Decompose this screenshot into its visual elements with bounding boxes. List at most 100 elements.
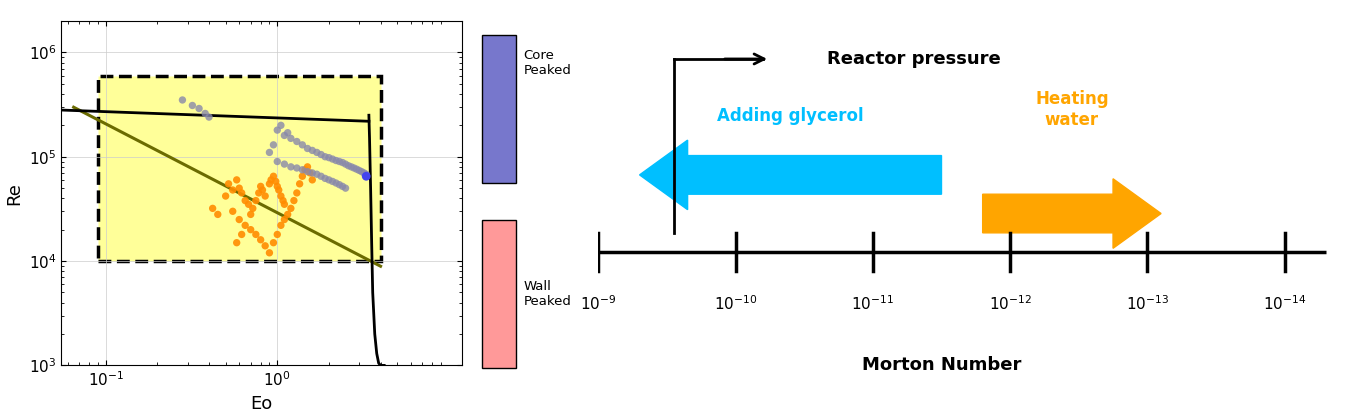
Point [343, 165, 364, 171]
Point [322, 156, 344, 163]
Point [288, 181, 310, 187]
Point [348, 167, 370, 174]
Text: Morton Number: Morton Number [862, 357, 1021, 375]
Point [265, 178, 287, 185]
FancyArrow shape [639, 140, 941, 210]
Point [234, 222, 256, 229]
Point [239, 226, 261, 233]
Bar [98, 76, 381, 261]
Point [258, 181, 280, 187]
Point [268, 186, 290, 193]
Point [258, 149, 280, 156]
Point [355, 173, 377, 180]
Point [318, 154, 340, 161]
Point [207, 211, 228, 218]
Point [262, 142, 284, 148]
Point [283, 197, 305, 204]
Point [226, 176, 248, 183]
Point [318, 176, 340, 183]
Point [329, 181, 351, 188]
Point [294, 166, 316, 173]
Point [248, 189, 269, 196]
Point [231, 231, 253, 238]
Point [355, 171, 377, 178]
X-axis label: Eo: Eo [250, 394, 273, 412]
Point [238, 201, 260, 207]
Point [260, 176, 282, 183]
Point [310, 173, 332, 180]
Point [306, 171, 328, 178]
Text: Heating
water: Heating water [1035, 90, 1108, 129]
Point [340, 163, 362, 170]
Point [277, 211, 299, 218]
Point [314, 153, 336, 160]
Point [254, 193, 276, 199]
Point [354, 170, 375, 176]
Bar [483, 220, 517, 368]
Point [291, 166, 313, 173]
Point [234, 197, 256, 204]
Point [302, 170, 324, 176]
Point [228, 185, 250, 192]
Point [271, 193, 292, 199]
Point [267, 158, 288, 165]
Point [199, 114, 220, 121]
FancyArrow shape [983, 179, 1161, 248]
Point [335, 185, 356, 192]
Point [296, 163, 318, 170]
Text: $10^{-11}$: $10^{-11}$ [851, 295, 895, 313]
Point [267, 231, 288, 238]
Point [215, 193, 237, 199]
Point [306, 149, 328, 156]
Point [280, 163, 302, 170]
Point [302, 147, 324, 154]
Point [218, 181, 239, 187]
Point [286, 138, 307, 145]
Y-axis label: Re: Re [5, 182, 23, 205]
Point [286, 189, 307, 196]
Point [242, 205, 264, 212]
Point [250, 183, 272, 190]
Point [273, 132, 295, 139]
Point [325, 180, 347, 186]
Point [228, 216, 250, 223]
Point [280, 135, 302, 142]
Point [296, 168, 318, 175]
Point [245, 197, 267, 204]
Point [194, 110, 216, 117]
Point [302, 176, 324, 183]
Point [329, 158, 351, 165]
Point [201, 205, 223, 212]
Point [171, 97, 193, 103]
Point [239, 211, 261, 218]
Text: $10^{-13}$: $10^{-13}$ [1126, 295, 1170, 313]
Text: $10^{-12}$: $10^{-12}$ [989, 295, 1032, 313]
Text: $10^{-9}$: $10^{-9}$ [581, 295, 616, 313]
Point [222, 208, 243, 215]
Point [286, 165, 307, 171]
Point [271, 222, 292, 229]
Text: $10^{-14}$: $10^{-14}$ [1263, 295, 1307, 313]
Point [345, 166, 367, 173]
Point [296, 145, 318, 152]
Point [222, 186, 243, 193]
Point [310, 151, 332, 158]
Point [337, 163, 359, 169]
Point [351, 168, 373, 175]
Point [181, 102, 203, 109]
Point [262, 173, 284, 180]
Point [267, 127, 288, 134]
Point [325, 157, 347, 164]
Point [332, 183, 354, 190]
Point [332, 159, 354, 166]
Bar [483, 35, 517, 183]
Point [291, 142, 313, 148]
Point [291, 173, 313, 180]
Text: $10^{-10}$: $10^{-10}$ [714, 295, 758, 313]
Point [267, 183, 288, 190]
Point [250, 236, 272, 243]
Point [254, 242, 276, 249]
Point [280, 205, 302, 212]
Point [299, 170, 321, 176]
Text: Reactor pressure: Reactor pressure [827, 50, 1001, 68]
